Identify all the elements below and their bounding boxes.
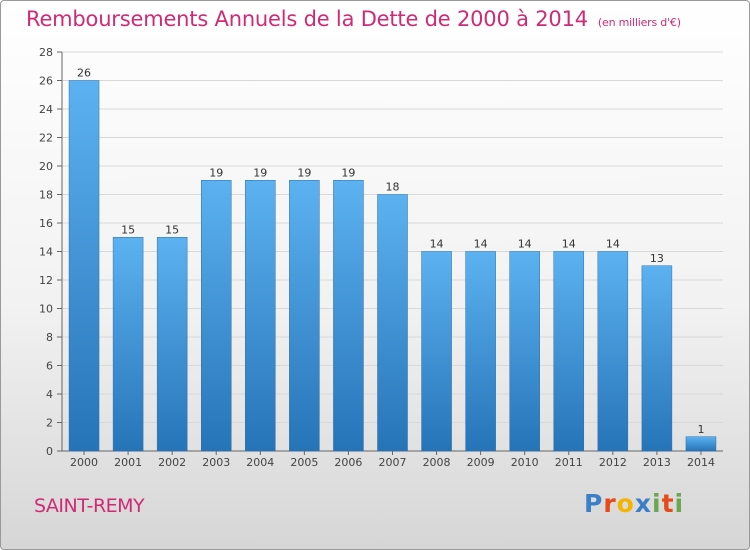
y-tick-label: 18 xyxy=(39,189,53,202)
data-label-2012: 14 xyxy=(606,238,620,251)
bar-2001 xyxy=(112,237,144,452)
bar-2012 xyxy=(597,251,629,452)
chart-subtitle: (en milliers d'€) xyxy=(597,16,681,29)
x-tick-label-2003: 2003 xyxy=(202,456,230,469)
x-tick-label-2004: 2004 xyxy=(246,456,274,469)
proxiti-logo: Proxiti xyxy=(584,489,684,518)
bar-2002 xyxy=(156,237,188,452)
data-label-2004: 19 xyxy=(253,166,267,179)
y-tick-label: 16 xyxy=(39,217,53,230)
y-tick-label: 22 xyxy=(39,132,53,145)
data-label-2007: 18 xyxy=(386,181,400,194)
data-label-2001: 15 xyxy=(121,223,135,236)
bar-2005 xyxy=(289,180,320,452)
logo-letter: i xyxy=(674,489,685,518)
bar-2013 xyxy=(641,265,673,452)
chart-title-text: Remboursements Annuels de la Dette de 20… xyxy=(26,7,588,31)
logo-letter: r xyxy=(603,489,617,518)
data-labels: 26 15 15 19 19 19 19 18 14 14 14 14 14 13 1 xyxy=(77,67,704,436)
x-tick-label-2014: 2014 xyxy=(687,456,715,469)
y-tick-label: 20 xyxy=(39,160,53,173)
bar-2009 xyxy=(465,251,496,452)
x-tick-label-2012: 2012 xyxy=(599,456,627,469)
data-label-2008: 14 xyxy=(430,238,444,251)
data-label-2010: 14 xyxy=(518,238,532,251)
y-tick-label: 12 xyxy=(39,274,53,287)
commune-name: SAINT-REMY xyxy=(34,495,145,517)
x-tick-label-2009: 2009 xyxy=(467,456,495,469)
y-tick-label: 14 xyxy=(39,246,53,259)
bar-2011 xyxy=(553,251,585,452)
x-tick-label-2001: 2001 xyxy=(114,456,142,469)
data-label-2000: 26 xyxy=(77,67,91,80)
chart-title: Remboursements Annuels de la Dette de 20… xyxy=(26,7,681,31)
x-tick-label-2008: 2008 xyxy=(423,456,451,469)
data-label-2011: 14 xyxy=(562,238,576,251)
y-tick-label: 0 xyxy=(46,445,53,458)
y-tick-label: 2 xyxy=(46,417,53,430)
y-tick-label: 8 xyxy=(46,331,53,344)
data-label-2003: 19 xyxy=(209,166,223,179)
bar-2006 xyxy=(333,180,364,452)
bar-2000 xyxy=(68,80,100,452)
x-tick-label-2013: 2013 xyxy=(643,456,671,469)
x-tick-label-2002: 2002 xyxy=(158,456,186,469)
x-tick-label-2000: 2000 xyxy=(70,456,98,469)
logo-letter: o xyxy=(616,489,635,518)
bars xyxy=(68,80,717,452)
x-tick-label-2006: 2006 xyxy=(334,456,362,469)
y-tick-label: 24 xyxy=(39,103,53,116)
bar-2014 xyxy=(685,436,717,452)
bar-2003 xyxy=(200,180,232,452)
data-label-2009: 14 xyxy=(474,238,488,251)
x-tick-label-2011: 2011 xyxy=(555,456,583,469)
data-label-2005: 19 xyxy=(297,166,311,179)
data-label-2002: 15 xyxy=(165,223,179,236)
x-tick-label-2007: 2007 xyxy=(379,456,407,469)
logo-letter: t xyxy=(661,489,675,518)
logo-letter: i xyxy=(652,489,662,518)
y-tick-label: 28 xyxy=(39,46,53,59)
data-label-2006: 19 xyxy=(341,166,355,179)
y-tick-label: 10 xyxy=(39,303,53,316)
bar-2007 xyxy=(377,194,408,452)
y-tick-label: 26 xyxy=(39,75,53,88)
y-tick-label: 4 xyxy=(46,388,53,401)
data-label-2014: 1 xyxy=(697,423,704,436)
bar-2008 xyxy=(421,251,452,452)
data-label-2013: 13 xyxy=(650,252,664,265)
bar-2010 xyxy=(509,251,540,452)
x-axis: 2000 2001 2002 2003 2004 2005 2006 2007 2008 2009… xyxy=(70,451,715,469)
y-tick-label: 6 xyxy=(46,360,53,373)
logo-letter: P xyxy=(584,489,604,518)
x-tick-label-2005: 2005 xyxy=(290,456,318,469)
logo-letter: x xyxy=(634,489,652,518)
bar-2004 xyxy=(245,180,276,452)
x-tick-label-2010: 2010 xyxy=(511,456,539,469)
